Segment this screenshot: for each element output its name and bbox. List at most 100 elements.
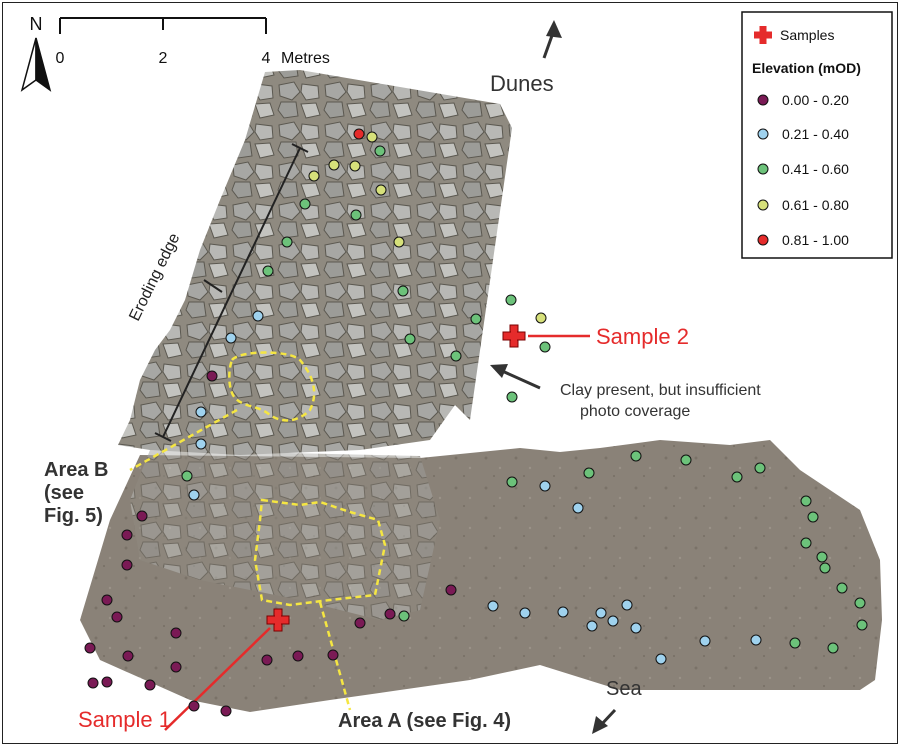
- rock-band: [130, 450, 440, 620]
- area-b-outline: [228, 351, 316, 422]
- elevation-point: [225, 332, 237, 344]
- sample-1-leader: [164, 627, 271, 731]
- elevation-point: [261, 654, 273, 666]
- elevation-point: [699, 635, 711, 647]
- elevation-point: [121, 529, 133, 541]
- elevation-point: [121, 559, 133, 571]
- elevation-point: [630, 622, 642, 634]
- elevation-point: [206, 370, 218, 382]
- elevation-point: [299, 198, 311, 210]
- elevation-point: [354, 617, 366, 629]
- elevation-point: [375, 184, 387, 196]
- sample-2-label: Sample 2: [596, 324, 689, 349]
- legend-class-0: 0.00 - 0.20: [782, 92, 849, 108]
- scale-unit: Metres: [281, 50, 330, 67]
- north-label: N: [30, 14, 43, 34]
- legend-swatch-3: [757, 199, 769, 211]
- elevation-point: [680, 454, 692, 466]
- elevation-point: [188, 700, 200, 712]
- photo-mosaic-upper: [118, 70, 512, 455]
- sea-arrow: [592, 708, 617, 734]
- elevation-point: [398, 610, 410, 622]
- elevation-point: [220, 705, 232, 717]
- elevation-point: [445, 584, 457, 596]
- elevation-point: [819, 562, 831, 574]
- elevation-point: [350, 209, 362, 221]
- elevation-point: [136, 510, 148, 522]
- elevation-point: [327, 649, 339, 661]
- elevation-point: [393, 236, 405, 248]
- elevation-point: [170, 627, 182, 639]
- elevation-point: [292, 650, 304, 662]
- elevation-point: [328, 159, 340, 171]
- elevation-point: [195, 438, 207, 450]
- legend: Samples Elevation (mOD) 0.00 - 0.20 0.21…: [741, 11, 893, 259]
- elevation-points: [84, 128, 868, 717]
- elevation-point: [384, 608, 396, 620]
- scale-tick-2: 2: [159, 50, 168, 67]
- elevation-point: [586, 620, 598, 632]
- area-a-leader: [318, 601, 352, 711]
- elevation-point: [789, 637, 801, 649]
- elevation-point: [731, 471, 743, 483]
- area-b-label-line1: Area B: [44, 459, 108, 481]
- scale-tick-4: 4: [262, 50, 271, 67]
- area-a-label: Area A (see Fig. 4): [338, 710, 511, 732]
- clay-label-line2: photo coverage: [580, 403, 690, 420]
- elevation-point: [181, 470, 193, 482]
- scale-bar: [59, 17, 267, 34]
- legend-sample-marker: [754, 26, 772, 44]
- legend-swatch-2: [757, 163, 769, 175]
- elevation-point: [308, 170, 320, 182]
- elevation-point: [621, 599, 633, 611]
- elevation-point: [374, 145, 386, 157]
- sea-label: Sea: [606, 678, 642, 700]
- elevation-point: [487, 600, 499, 612]
- elevation-point: [188, 489, 200, 501]
- elevation-point: [353, 128, 365, 140]
- sample-2-marker: [502, 324, 526, 348]
- elevation-point: [595, 607, 607, 619]
- clay-label-line1: Clay present, but insufficient: [560, 382, 761, 399]
- elevation-point: [397, 285, 409, 297]
- legend-swatch-1: [757, 128, 769, 140]
- dunes-label: Dunes: [490, 71, 554, 96]
- elevation-point: [583, 467, 595, 479]
- elevation-point: [505, 294, 517, 306]
- elevation-point: [404, 333, 416, 345]
- legend-class-1: 0.21 - 0.40: [782, 126, 849, 142]
- sample-1-label: Sample 1: [78, 707, 171, 732]
- elevation-point: [754, 462, 766, 474]
- elevation-point: [101, 594, 113, 606]
- elevation-point: [750, 634, 762, 646]
- elevation-point: [519, 607, 531, 619]
- elevation-point: [170, 661, 182, 673]
- elevation-point: [366, 131, 378, 143]
- north-arrow: N: [20, 14, 52, 92]
- elevation-point: [630, 450, 642, 462]
- legend-class-4: 0.81 - 1.00: [782, 232, 849, 248]
- elevation-point: [281, 236, 293, 248]
- elevation-point: [827, 642, 839, 654]
- elevation-point: [800, 495, 812, 507]
- legend-samples-label: Samples: [780, 27, 834, 43]
- area-a-outline: [253, 498, 387, 607]
- scale-tick-0: 0: [56, 50, 65, 67]
- legend-class-3: 0.61 - 0.80: [782, 197, 849, 213]
- dunes-arrow: [542, 20, 562, 59]
- legend-class-2: 0.41 - 0.60: [782, 161, 849, 177]
- eroding-edge-bracket: [154, 143, 309, 442]
- elevation-point: [539, 341, 551, 353]
- elevation-point: [856, 619, 868, 631]
- elevation-point: [557, 606, 569, 618]
- elevation-point: [836, 582, 848, 594]
- elevation-point: [816, 551, 828, 563]
- elevation-point: [122, 650, 134, 662]
- eroding-edge-label: Eroding edge: [126, 231, 183, 324]
- elevation-point: [535, 312, 547, 324]
- elevation-point: [111, 611, 123, 623]
- elevation-point: [854, 597, 866, 609]
- elevation-point: [84, 642, 96, 654]
